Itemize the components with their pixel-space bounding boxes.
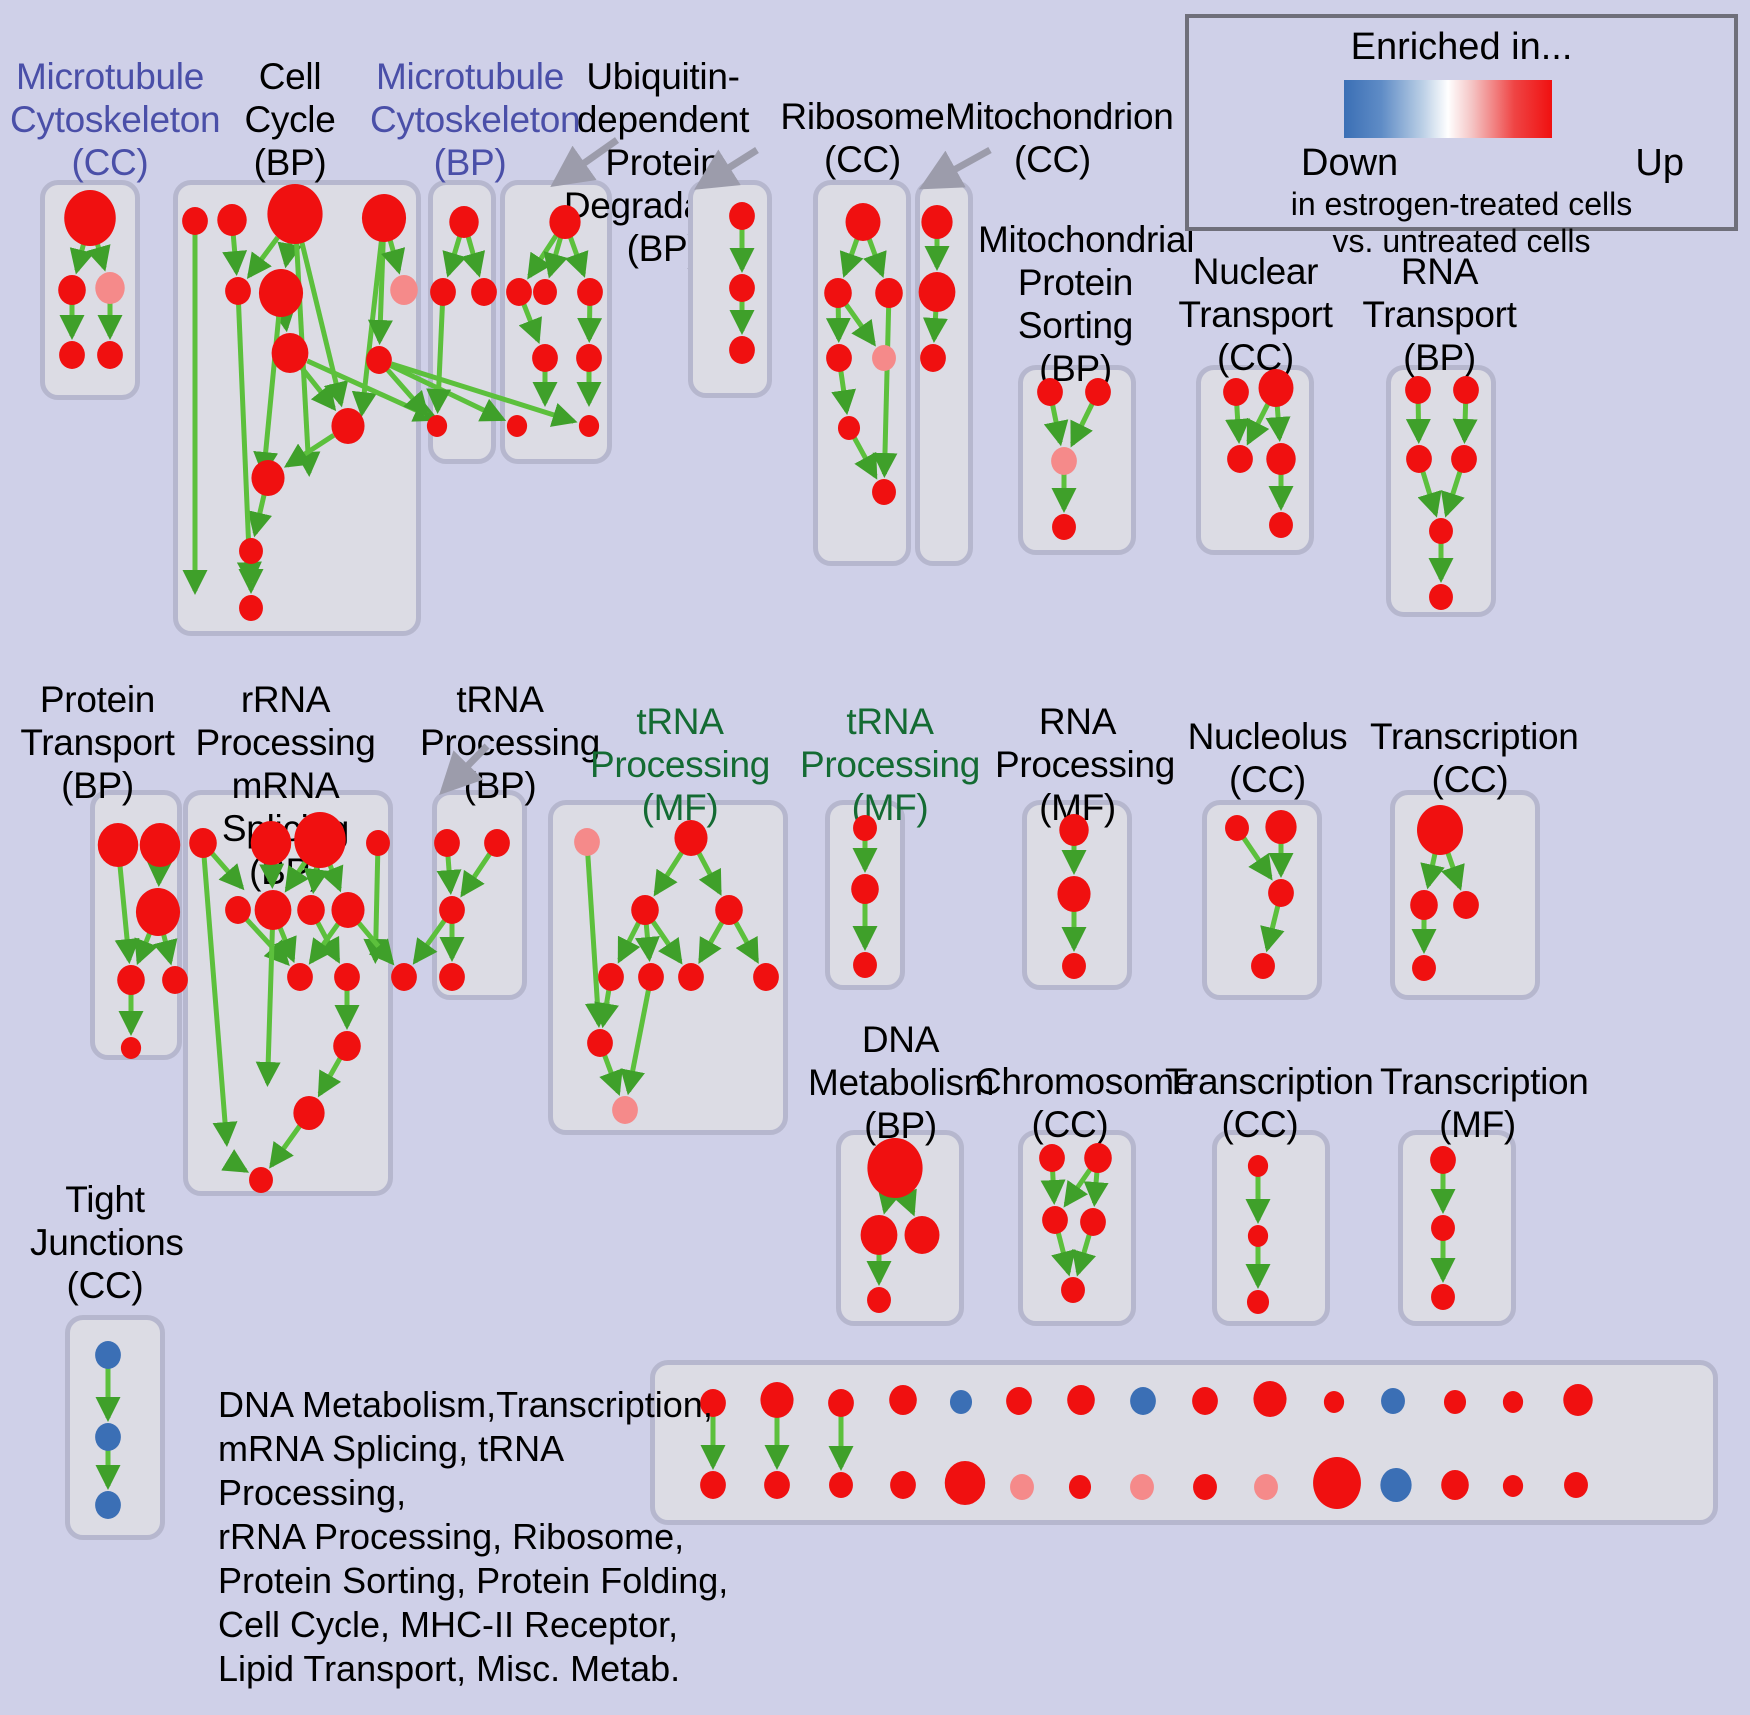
panel-transcription-cc-lower bbox=[1212, 1130, 1330, 1326]
panel-mitochondrial-protein-sorting-bp bbox=[1018, 365, 1136, 555]
panel-ribosome-cc bbox=[813, 180, 911, 566]
panel-label-mitochondrial-protein-sorting-bp: Mitochondrial Protein Sorting (BP) bbox=[978, 219, 1195, 389]
panel-label-ribosome-cc: Ribosome (CC) bbox=[780, 96, 945, 180]
panel-mitochondrion-cc bbox=[915, 180, 973, 566]
panel-label-dna-metabolism-bp: DNA Metabolism (BP) bbox=[808, 1019, 995, 1146]
panel-trna-processing-mf-large bbox=[548, 800, 788, 1135]
legend-low-label: Down bbox=[1301, 142, 1399, 184]
panel-label-microtubule-cytoskeleton-bp: Microtubule Cytoskeleton (BP) bbox=[370, 56, 581, 183]
panel-nucleolus-cc bbox=[1202, 800, 1322, 1000]
panel-label-mitochondrion-cc: Mitochondrion (CC) bbox=[945, 96, 1174, 180]
legend-color-gradient bbox=[1344, 80, 1552, 138]
panel-label-protein-transport-bp: Protein Transport (BP) bbox=[20, 679, 175, 806]
summary-category-list: DNA Metabolism,Transcription, mRNA Splic… bbox=[218, 1384, 729, 1689]
go-term-node[interactable] bbox=[391, 963, 417, 991]
panel-rna-transport-bp bbox=[1386, 365, 1496, 617]
panel-chromosome-cc bbox=[1018, 1130, 1136, 1326]
panel-label-rrna-processing-mrna-splicing-bp: rRNA Processing mRNA Splicing (BP) bbox=[195, 679, 376, 892]
panel-microtubule-cytoskeleton-cc bbox=[40, 180, 140, 400]
panel-label-rna-processing-mf: RNA Processing (MF) bbox=[995, 701, 1176, 828]
panel-misc-summary-strip bbox=[650, 1360, 1718, 1525]
panel-label-transcription-cc-upper: Transcription (CC) bbox=[1370, 716, 1579, 800]
legend-title: Enriched in... bbox=[1350, 26, 1573, 68]
panel-label-nuclear-transport-cc: Nuclear Transport (CC) bbox=[1178, 251, 1333, 378]
panel-label-trna-processing-mf-small: tRNA Processing (MF) bbox=[800, 701, 981, 828]
panel-label-trna-processing-mf-large: tRNA Processing (MF) bbox=[590, 701, 771, 828]
panel-tight-junctions-cc bbox=[65, 1315, 165, 1540]
panel-trna-processing-bp bbox=[432, 790, 527, 1000]
panel-label-chromosome-cc: Chromosome (CC) bbox=[975, 1061, 1195, 1145]
panel-label-trna-processing-bp: tRNA Processing (BP) bbox=[420, 679, 601, 806]
panel-label-transcription-mf: Transcription (MF) bbox=[1380, 1061, 1589, 1145]
panel-microtubule-cytoskeleton-bp bbox=[428, 180, 496, 464]
panel-nuclear-transport-cc bbox=[1196, 365, 1314, 555]
panel-cell-cycle-bp bbox=[173, 180, 421, 636]
panel-transcription-cc-upper bbox=[1390, 790, 1540, 1000]
panel-label-nucleolus-cc: Nucleolus (CC) bbox=[1187, 716, 1348, 800]
panel-ubiquitin-second-box bbox=[688, 180, 772, 398]
panel-label-transcription-cc-lower: Transcription (CC) bbox=[1165, 1061, 1374, 1145]
panel-dna-metabolism-bp bbox=[836, 1130, 964, 1326]
panel-transcription-mf bbox=[1398, 1130, 1516, 1326]
panel-label-cell-cycle-bp: Cell Cycle (BP) bbox=[244, 56, 336, 183]
panel-label-microtubule-cytoskeleton-cc: Microtubule Cytoskeleton (CC) bbox=[10, 56, 221, 183]
legend-subtitle: in estrogen-treated cells vs. untreated … bbox=[1290, 186, 1633, 259]
panel-label-tight-junctions-cc: Tight Junctions (CC) bbox=[30, 1179, 184, 1306]
legend-box: Enriched in... Down Up in estrogen-treat… bbox=[1185, 14, 1738, 259]
panel-label-rna-transport-bp: RNA Transport (BP) bbox=[1362, 251, 1517, 378]
legend-high-label: Up bbox=[1635, 142, 1684, 184]
